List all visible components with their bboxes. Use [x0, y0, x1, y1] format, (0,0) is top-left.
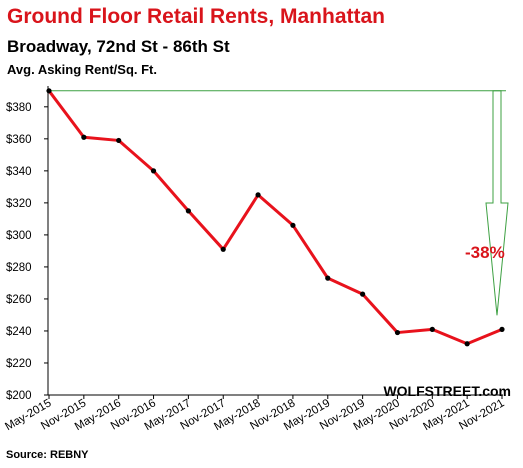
chart-title: Ground Floor Retail Rents, Manhattan — [7, 5, 386, 28]
y-axis-label: Avg. Asking Rent/Sq. Ft. — [7, 62, 157, 77]
y-tick-label: $340 — [6, 166, 32, 178]
y-tick-label: $380 — [6, 102, 32, 114]
y-tick-label: $220 — [6, 358, 32, 370]
series-line — [47, 89, 503, 346]
data-point — [116, 137, 122, 144]
data-point — [46, 88, 52, 94]
data-point — [290, 222, 296, 228]
data-point — [220, 246, 226, 252]
y-tick-label: $200 — [6, 390, 32, 402]
data-point — [150, 168, 157, 174]
data-point — [429, 326, 435, 332]
data-point — [499, 326, 505, 332]
y-tick-label: $320 — [6, 198, 32, 210]
y-tick-label: $280 — [6, 262, 32, 274]
data-point — [185, 208, 191, 214]
decline-arrow — [485, 90, 509, 316]
y-tick-label: $300 — [6, 230, 32, 242]
percent-change-annotation: -38% — [465, 243, 505, 262]
y-tick-label: $360 — [6, 134, 32, 146]
y-tick-label: $260 — [6, 294, 32, 306]
data-point — [360, 291, 366, 297]
y-tick-label: $240 — [6, 326, 32, 338]
data-point — [325, 275, 331, 281]
data-point — [464, 341, 470, 347]
brand-watermark: WOLFSTREET.com — [383, 383, 511, 399]
source-note: Source: REBNY — [6, 449, 89, 461]
chart-subtitle: Broadway, 72nd St - 86th St — [7, 37, 230, 56]
data-point — [394, 329, 401, 336]
data-point — [255, 192, 261, 198]
data-point — [81, 134, 87, 140]
